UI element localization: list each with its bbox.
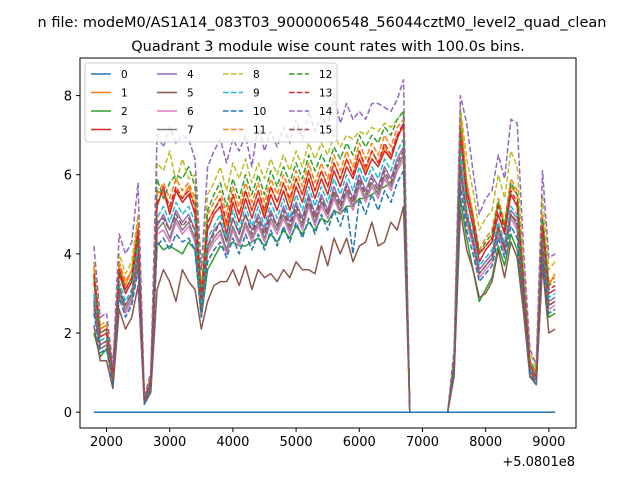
axis-ticks: 2000 3000 4000 5000 6000 7000 8000 9000 0 2 4 6 8: [64, 90, 566, 450]
legend-label-15: 15: [319, 125, 332, 137]
series-line-15: [93, 150, 556, 413]
plot-frame: [79, 57, 577, 429]
legend-label-0: 0: [121, 69, 128, 81]
x-tick-label: 8000: [469, 435, 502, 450]
legend-label-14: 14: [319, 106, 333, 118]
chart-title: Quadrant 3 module wise count rates with …: [131, 39, 525, 55]
legend-label-8: 8: [253, 69, 260, 81]
x-tick-label: 6000: [343, 435, 376, 450]
series-line-8: [93, 106, 556, 413]
legend-label-5: 5: [187, 88, 194, 100]
series-line-12: [93, 110, 556, 413]
series-line-13: [93, 122, 556, 413]
series-line-10: [93, 170, 556, 413]
legend-label-2: 2: [121, 106, 128, 118]
x-tick-label: 3000: [153, 435, 186, 450]
legend-label-9: 9: [253, 88, 260, 100]
legend-label-4: 4: [187, 69, 194, 81]
legend-label-13: 13: [319, 88, 332, 100]
legend-label-11: 11: [253, 125, 266, 137]
x-tick-label: 5000: [280, 435, 313, 450]
series-line-6: [93, 158, 556, 413]
x-tick-label: 7000: [406, 435, 439, 450]
legend-label-1: 1: [121, 88, 128, 100]
figure-suptitle: n file: modeM0/AS1A14_083T03_9000006548_…: [38, 15, 607, 31]
legend-label-3: 3: [121, 125, 128, 137]
y-tick-label: 0: [64, 406, 72, 421]
y-tick-label: 4: [64, 248, 72, 263]
legend-label-6: 6: [187, 106, 194, 118]
legend-label-12: 12: [319, 69, 332, 81]
x-axis-offset-label: +5.0801e8: [502, 455, 575, 470]
y-tick-label: 6: [64, 169, 72, 184]
x-tick-label: 4000: [216, 435, 249, 450]
series-line-3: [93, 122, 556, 413]
y-tick-label: 8: [64, 90, 72, 105]
series-line-9: [93, 138, 556, 413]
series-layer: [93, 79, 556, 413]
y-tick-label: 2: [64, 327, 72, 342]
legend-label-7: 7: [187, 125, 194, 137]
legend-box: [84, 62, 338, 143]
legend-label-10: 10: [253, 106, 266, 118]
series-line-5: [93, 205, 556, 413]
x-tick-label: 9000: [532, 435, 565, 450]
x-tick-label: 2000: [90, 435, 123, 450]
